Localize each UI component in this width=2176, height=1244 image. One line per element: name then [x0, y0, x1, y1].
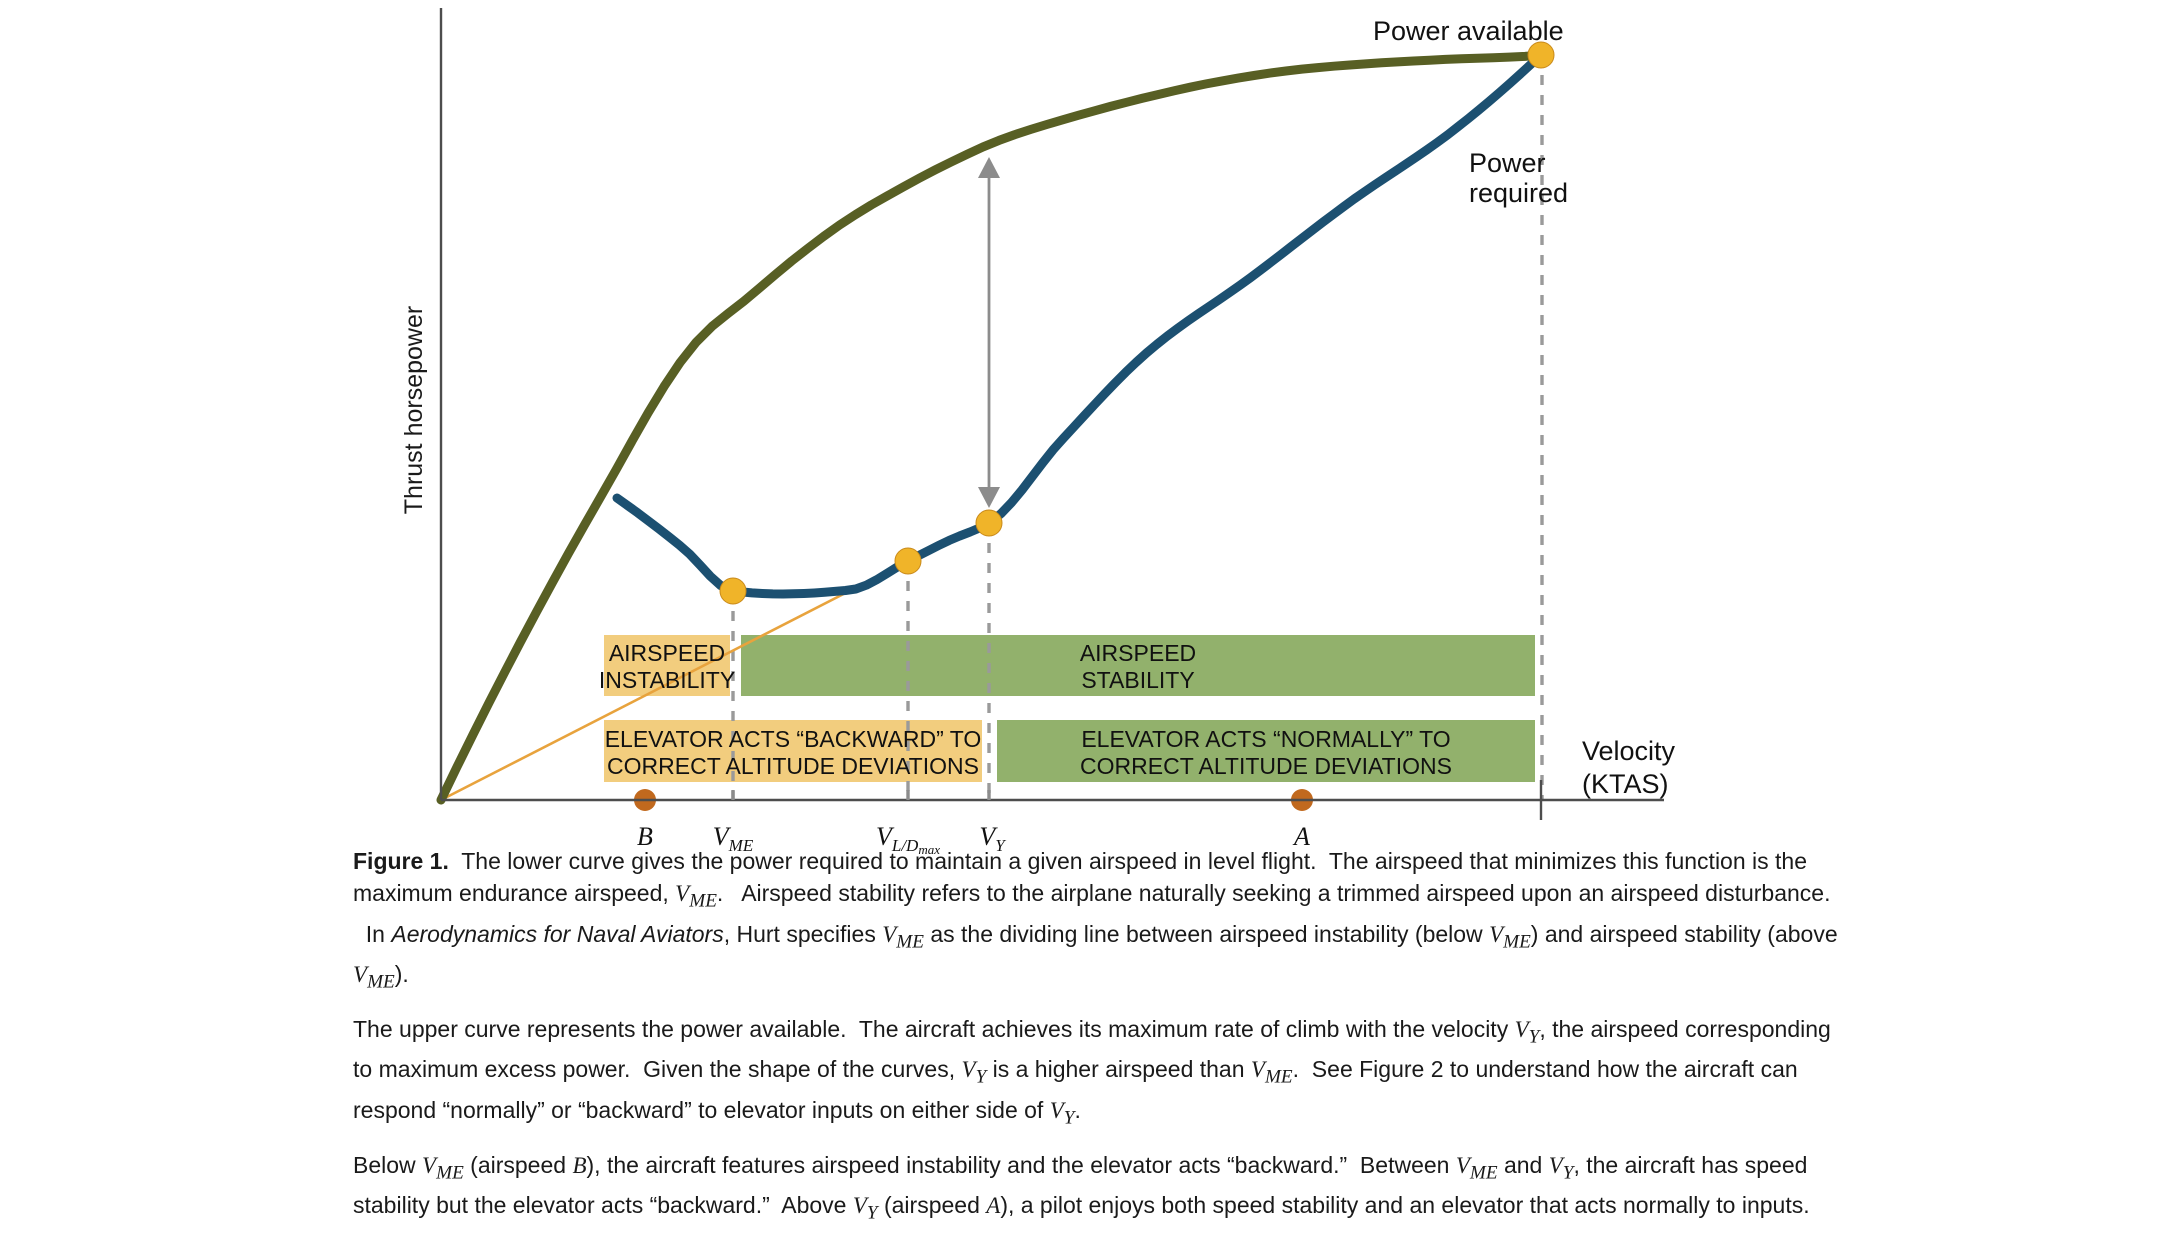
svg-text:CORRECT ALTITUDE DEVIATIONS: CORRECT ALTITUDE DEVIATIONS [1080, 753, 1452, 779]
svg-text:CORRECT ALTITUDE DEVIATIONS: CORRECT ALTITUDE DEVIATIONS [607, 753, 979, 779]
svg-text:(KTAS): (KTAS) [1582, 769, 1669, 799]
svg-text:Power available: Power available [1373, 16, 1564, 46]
svg-text:INSTABILITY: INSTABILITY [599, 667, 735, 693]
svg-text:Thrust horsepower: Thrust horsepower [400, 306, 428, 514]
svg-text:required: required [1469, 178, 1568, 208]
svg-text:AIRSPEED: AIRSPEED [1080, 640, 1196, 666]
svg-text:STABILITY: STABILITY [1081, 667, 1194, 693]
svg-text:Power: Power [1469, 148, 1546, 178]
svg-text:ELEVATOR ACTS “BACKWARD” TO: ELEVATOR ACTS “BACKWARD” TO [605, 726, 982, 752]
svg-text:AIRSPEED: AIRSPEED [609, 640, 725, 666]
svg-text:ELEVATOR ACTS “NORMALLY” TO: ELEVATOR ACTS “NORMALLY” TO [1081, 726, 1450, 752]
svg-text:Velocity: Velocity [1582, 736, 1676, 766]
